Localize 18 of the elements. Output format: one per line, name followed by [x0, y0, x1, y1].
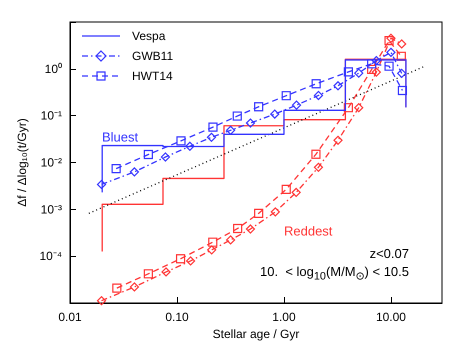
legend-label: Vespa — [132, 29, 166, 43]
y-tick-label: 10⁻⁴ — [39, 249, 62, 264]
annotation: 10. < log$_{10}$(M/M$_{⊙}$) < 10.5 — [260, 263, 409, 285]
legend-label: HWT14 — [132, 69, 173, 83]
x-tick-label: 10.00 — [376, 310, 406, 324]
x-axis-title: Stellar age / Gyr — [212, 326, 300, 341]
y-tick-label: 10⁰ — [44, 62, 62, 76]
y-axis-title: Δf / Δlog₁₀(t/Gyr) — [15, 118, 29, 207]
y-tick-label: 10⁻³ — [40, 202, 62, 216]
annotation: Reddest — [284, 224, 333, 238]
y-tick-label: 10⁻¹ — [40, 108, 62, 123]
y-tick-label: 10⁻² — [40, 156, 62, 170]
annotation: z<0.07 — [368, 245, 409, 264]
x-tick-label: 0.10 — [165, 310, 189, 324]
x-tick-label: 1.00 — [272, 310, 296, 324]
x-tick-label: 0.01 — [58, 310, 82, 324]
annotation: Bluest — [102, 130, 139, 144]
legend-label: GWB11 — [132, 49, 174, 63]
